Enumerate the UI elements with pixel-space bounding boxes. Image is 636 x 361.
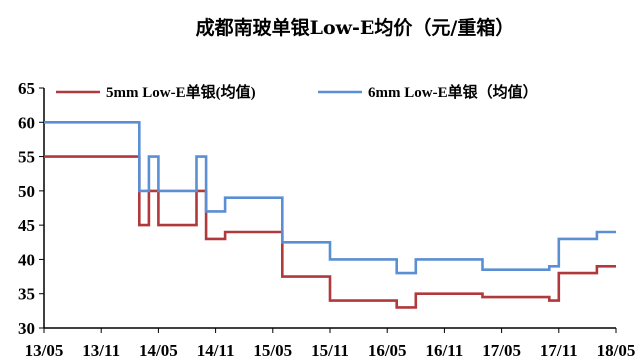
x-tick-label: 14/05 [139,341,178,360]
y-tick-label: 50 [18,182,35,201]
axes: 30 35 40 45 50 55 60 65 13/05 13/11 14/05 14/11 15/0… [18,79,635,360]
x-tick-label: 13/05 [25,341,64,360]
legend-label-2: 6mm Low-E单银（均值） [368,83,538,101]
x-tick-label: 15/11 [311,341,349,360]
legend: 5mm Low-E单银(均值) 6mm Low-E单银（均值） [56,83,538,101]
x-tick-label: 15/05 [253,341,292,360]
x-tick-label: 13/11 [82,341,120,360]
y-tick-label: 35 [18,285,35,304]
series-line-2 [44,121,616,275]
y-tick-label: 45 [18,216,35,235]
y-tick-label: 65 [18,79,35,98]
y-tick-label: 55 [18,148,35,167]
legend-label-1: 5mm Low-E单银(均值) [106,83,256,101]
x-tick-label: 18/05 [597,341,636,360]
chart-title: 成都南玻单银Low-E均价（元/重箱） [196,16,515,39]
x-tick-label: 16/11 [426,341,464,360]
x-tick-label: 17/11 [540,341,578,360]
series-layer [44,121,616,309]
series-line-1 [44,155,616,309]
y-tick-label: 40 [18,250,35,269]
y-tick-label: 30 [18,319,35,338]
x-tick-label: 14/11 [197,341,235,360]
y-tick-label: 60 [18,113,35,132]
x-tick-label: 16/05 [368,341,407,360]
x-tick-label: 17/05 [482,341,521,360]
